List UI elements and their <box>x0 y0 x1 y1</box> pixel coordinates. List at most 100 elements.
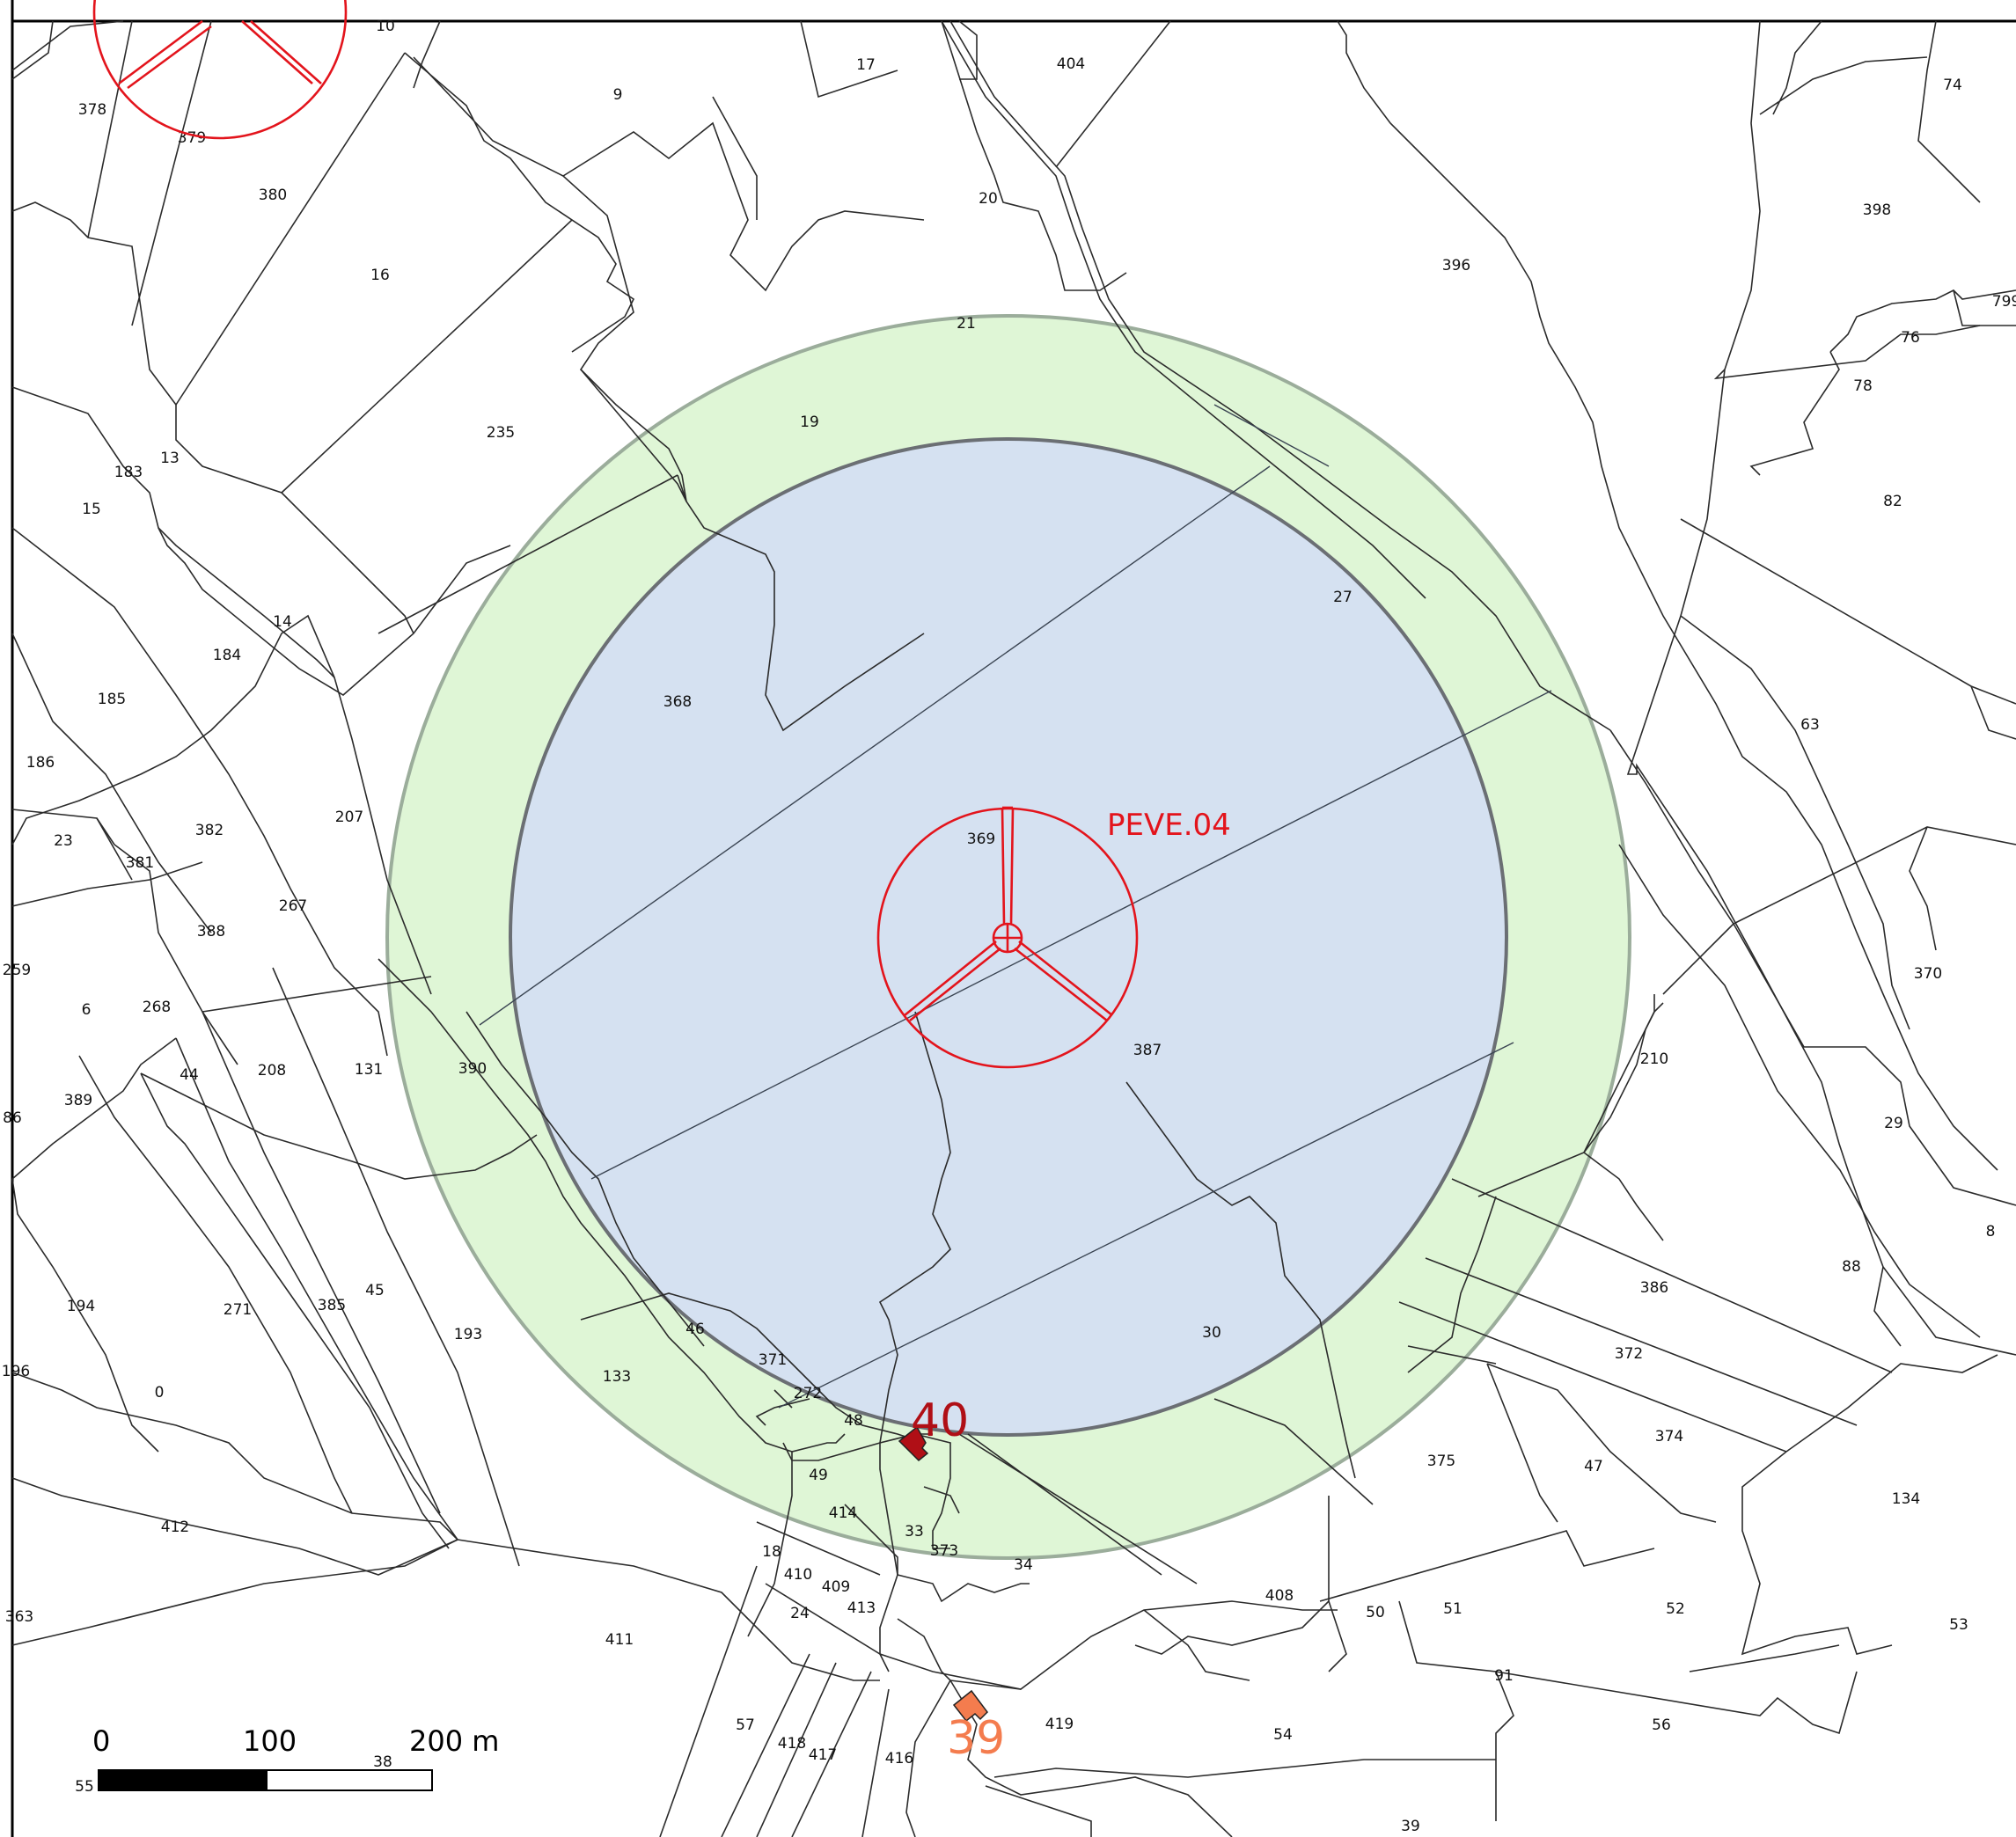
parcel-label: 53 <box>1949 1616 1968 1634</box>
parcel-label: 368 <box>663 693 692 711</box>
parcel-label: 388 <box>197 923 225 940</box>
turbine-label: PEVE.04 <box>1107 808 1231 843</box>
turbine-partial-icon <box>92 0 348 140</box>
parcel-label: 386 <box>1640 1279 1668 1297</box>
parcel-boundaries <box>11 20 2016 1837</box>
parcel-label: 17 <box>856 56 876 74</box>
parcel-label: 210 <box>1640 1050 1668 1068</box>
dwelling-40-label: 40 <box>911 1394 969 1447</box>
parcel-label: 193 <box>454 1326 482 1343</box>
parcel-label: 39 <box>1401 1818 1420 1835</box>
parcel-label: 271 <box>224 1301 252 1319</box>
parcel-label: 13 <box>160 450 180 467</box>
parcel-label: 16 <box>370 267 390 284</box>
parcel-label: 374 <box>1655 1428 1683 1445</box>
parcel-label: 185 <box>98 691 126 708</box>
wind-turbine-icon <box>876 806 1139 1069</box>
parcel-label: 416 <box>885 1750 913 1767</box>
scale-label-100: 100 <box>243 1724 297 1758</box>
parcel-label: 27 <box>1333 589 1353 606</box>
parcel-label: 10 <box>376 18 395 35</box>
parcel-label: 381 <box>126 854 154 872</box>
parcel-label: 411 <box>605 1631 634 1649</box>
parcel-label: 78 <box>1853 377 1873 395</box>
parcel-label: 30 <box>1202 1324 1221 1342</box>
parcel-label: 369 <box>967 831 995 848</box>
scale-bar-white-segment <box>266 1769 433 1791</box>
parcel-label: 375 <box>1427 1453 1455 1470</box>
parcel-label: 184 <box>213 647 241 664</box>
parcel-label: 48 <box>844 1412 863 1430</box>
dwelling-39-marker <box>952 1689 988 1723</box>
parcel-label: 51 <box>1443 1600 1463 1618</box>
parcel-label: 63 <box>1800 716 1820 734</box>
parcel-label: 183 <box>114 464 143 481</box>
parcel-label: 52 <box>1666 1600 1685 1618</box>
parcel-label: 47 <box>1584 1458 1603 1475</box>
parcel-label: 382 <box>195 822 224 839</box>
parcel-label: 390 <box>458 1060 487 1078</box>
parcel-label: 413 <box>847 1599 876 1617</box>
dwelling-39-label: 39 <box>947 1712 1005 1765</box>
parcel-label: 396 <box>1442 257 1470 274</box>
parcel-label: 82 <box>1883 493 1902 510</box>
parcel-label: 88 <box>1842 1258 1861 1276</box>
parcel-label: 86 <box>3 1109 22 1127</box>
parcel-label: 378 <box>78 101 106 119</box>
parcel-label: 49 <box>809 1467 828 1484</box>
parcel-label: 372 <box>1615 1345 1643 1363</box>
dwelling-39: 39 <box>947 1689 1005 1765</box>
parcel-label: 74 <box>1943 77 1962 94</box>
parcel-label: 57 <box>736 1716 755 1734</box>
parcel-label: 370 <box>1914 965 1942 983</box>
parcel-label: 363 <box>5 1608 33 1626</box>
parcel-label: 194 <box>67 1298 95 1315</box>
parcel-label: 19 <box>800 414 819 431</box>
dwelling-40-marker <box>898 1425 929 1462</box>
parcel-label: 76 <box>1901 329 1920 347</box>
parcel-label: 385 <box>318 1297 346 1314</box>
parcel-label: 38 <box>373 1753 392 1771</box>
parcel-label: 8 <box>1986 1223 1996 1241</box>
parcel-label: 20 <box>979 190 998 208</box>
parcel-label: 418 <box>778 1735 806 1753</box>
parcel-label: 6 <box>82 1001 92 1019</box>
parcel-label: 268 <box>143 999 171 1016</box>
parcel-label: 373 <box>930 1542 958 1560</box>
parcel-label: 46 <box>685 1321 705 1338</box>
parcel-label: 799 <box>1992 293 2016 311</box>
parcel-label: 15 <box>82 501 101 518</box>
parcel-label: 389 <box>64 1092 92 1109</box>
parcel-label: 414 <box>829 1504 857 1522</box>
parcel-label: 21 <box>957 315 976 333</box>
parcel-label: 207 <box>335 809 363 826</box>
parcel-label: 14 <box>273 613 292 631</box>
parcel-label: 417 <box>809 1746 837 1764</box>
parcel-label: 419 <box>1045 1716 1074 1733</box>
parcel-label: 410 <box>784 1566 812 1584</box>
parcel-label: 0 <box>155 1384 165 1402</box>
parcel-label: 196 <box>2 1363 30 1380</box>
parcel-label: 186 <box>26 754 55 772</box>
parcel-label: 371 <box>759 1351 787 1369</box>
parcel-label: 18 <box>762 1543 781 1561</box>
scale-label-0: 0 <box>92 1724 110 1758</box>
parcel-label: 24 <box>790 1605 810 1622</box>
parcel-label: 44 <box>180 1066 199 1084</box>
parcel-label: 404 <box>1057 55 1085 73</box>
parcel-label: 54 <box>1273 1726 1293 1744</box>
parcel-label: 131 <box>355 1061 383 1079</box>
parcel-label: 33 <box>905 1523 924 1541</box>
parcel-label: 235 <box>487 424 515 442</box>
parcel-label: 259 <box>3 962 31 979</box>
parcel-label: 29 <box>1884 1115 1903 1132</box>
parcel-label: 412 <box>161 1519 189 1536</box>
parcel-label: 409 <box>822 1578 850 1596</box>
parcel-label: 408 <box>1265 1587 1294 1605</box>
property-lines <box>479 404 1552 1409</box>
parcel-label: 133 <box>603 1368 631 1386</box>
parcel-label: 387 <box>1133 1042 1162 1059</box>
parcel-label: 34 <box>1014 1556 1033 1574</box>
